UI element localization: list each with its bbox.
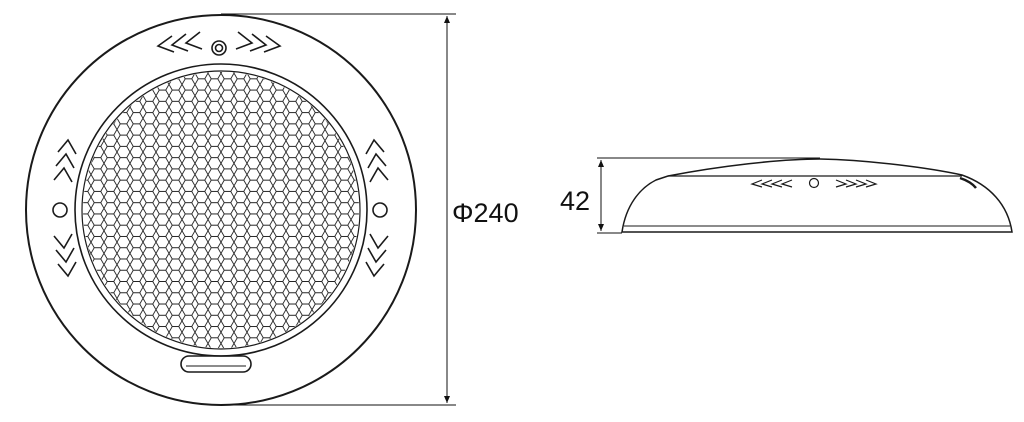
diameter-label: Φ240: [452, 198, 519, 228]
side-chevrons-icon: [750, 177, 878, 189]
right-hole-icon: [372, 202, 388, 218]
grille-edge: [81, 70, 361, 350]
speaker-grille-mesh: [83, 72, 359, 348]
height-label: 42: [560, 186, 590, 216]
left-hole-icon: [52, 202, 68, 218]
side-profile: [621, 158, 1013, 233]
indicator-light-icon: [211, 40, 227, 56]
height-dimension: [597, 157, 820, 234]
top-chevrons-icon: [156, 31, 282, 56]
right-chevrons-icon: [365, 138, 389, 278]
side-view: [621, 158, 1013, 233]
left-chevrons-icon: [52, 138, 77, 278]
diameter-dimension: [221, 13, 456, 406]
front-view: [25, 14, 417, 406]
bottom-slot: [180, 355, 252, 373]
